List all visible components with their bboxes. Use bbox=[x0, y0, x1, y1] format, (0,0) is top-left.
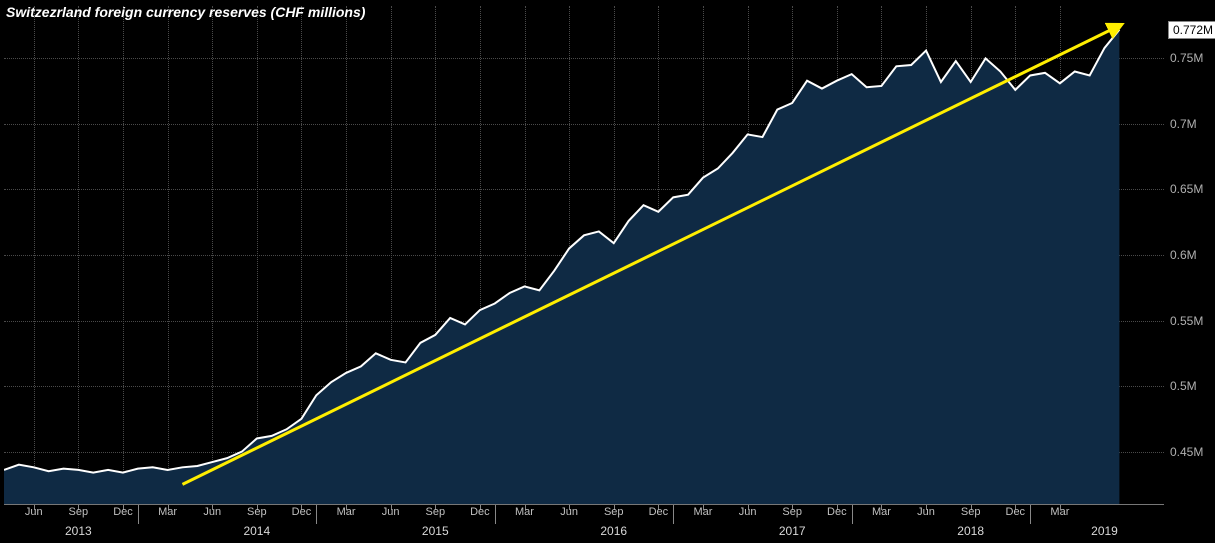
x-month-label: Dec bbox=[827, 506, 847, 518]
area-fill bbox=[4, 30, 1119, 504]
x-month-label: Sep bbox=[69, 506, 89, 518]
y-axis-label: 0.75M bbox=[1170, 51, 1203, 65]
chart-container: Switzezrland foreign currency reserves (… bbox=[0, 0, 1215, 543]
x-month-label: Jun bbox=[739, 506, 757, 518]
x-tick-year bbox=[495, 504, 496, 524]
x-tick-year bbox=[852, 504, 853, 524]
x-month-label: Jun bbox=[382, 506, 400, 518]
x-tick-year bbox=[138, 504, 139, 524]
x-year-label: 2019 bbox=[1091, 524, 1118, 538]
x-tick-year bbox=[316, 504, 317, 524]
chart-svg bbox=[4, 6, 1164, 504]
y-axis-label: 0.45M bbox=[1170, 445, 1203, 459]
x-month-label: Mar bbox=[693, 506, 712, 518]
x-month-label: Sep bbox=[961, 506, 981, 518]
x-tick-year bbox=[1030, 504, 1031, 524]
x-axis-line bbox=[4, 504, 1164, 505]
x-month-label: Jun bbox=[917, 506, 935, 518]
y-axis-label: 0.65M bbox=[1170, 182, 1203, 196]
y-axis-label: 0.55M bbox=[1170, 314, 1203, 328]
x-month-label: Dec bbox=[292, 506, 312, 518]
x-tick-year bbox=[673, 504, 674, 524]
x-year-label: 2013 bbox=[65, 524, 92, 538]
current-value-box: 0.772M bbox=[1168, 21, 1215, 39]
x-year-label: 2015 bbox=[422, 524, 449, 538]
x-year-label: 2018 bbox=[957, 524, 984, 538]
x-year-label: 2016 bbox=[600, 524, 627, 538]
x-month-label: Mar bbox=[158, 506, 177, 518]
x-month-label: Mar bbox=[872, 506, 891, 518]
x-year-label: 2017 bbox=[779, 524, 806, 538]
x-month-label: Dec bbox=[113, 506, 133, 518]
x-month-label: Sep bbox=[782, 506, 802, 518]
x-month-label: Sep bbox=[604, 506, 624, 518]
x-month-label: Jun bbox=[560, 506, 578, 518]
x-month-label: Mar bbox=[337, 506, 356, 518]
y-axis-label: 0.7M bbox=[1170, 117, 1197, 131]
x-month-label: Dec bbox=[1006, 506, 1026, 518]
x-month-label: Mar bbox=[515, 506, 534, 518]
x-month-label: Sep bbox=[425, 506, 445, 518]
chart-title: Switzezrland foreign currency reserves (… bbox=[6, 4, 365, 20]
x-month-label: Jun bbox=[25, 506, 43, 518]
x-month-label: Mar bbox=[1050, 506, 1069, 518]
plot-area[interactable] bbox=[4, 6, 1164, 504]
x-axis: Jun Sep Dec Mar Jun Sep Dec Mar Jun Sep Dec Mar Jun S… bbox=[4, 504, 1164, 543]
y-axis-label: 0.5M bbox=[1170, 379, 1197, 393]
x-year-label: 2014 bbox=[243, 524, 270, 538]
x-month-label: Jun bbox=[203, 506, 221, 518]
y-axis-label: 0.6M bbox=[1170, 248, 1197, 262]
x-month-label: Dec bbox=[649, 506, 669, 518]
x-month-label: Dec bbox=[470, 506, 490, 518]
x-month-label: Sep bbox=[247, 506, 267, 518]
